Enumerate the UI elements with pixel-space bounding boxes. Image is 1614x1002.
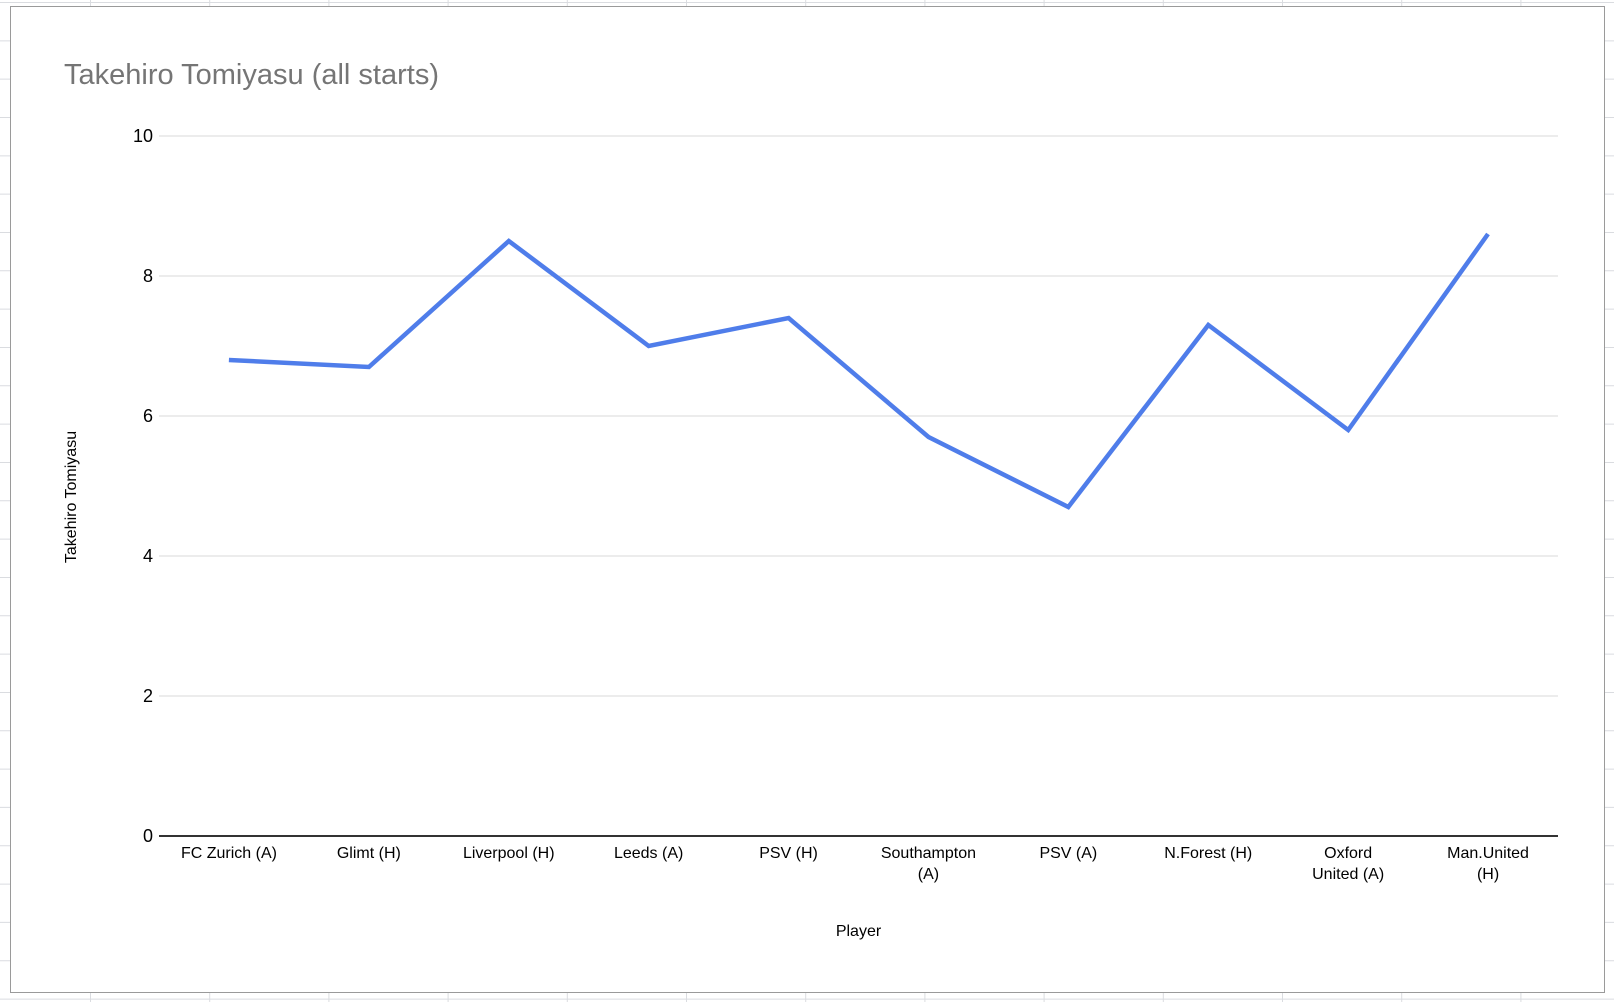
- y-tick-label: 6: [142, 406, 153, 426]
- y-axis-title: Takehiro Tomiyasu: [63, 430, 80, 564]
- y-tick-label: 0: [142, 826, 153, 846]
- chart-panel[interactable]: Takehiro Tomiyasu (all starts) Takehiro …: [10, 6, 1605, 993]
- x-category-label: Man.United (H): [1447, 845, 1529, 883]
- y-tick-label: 2: [142, 686, 153, 706]
- x-category-label: Leeds (A): [613, 845, 684, 862]
- y-tick-label: 10: [132, 126, 153, 146]
- x-category-label: PSV (H): [759, 845, 818, 862]
- x-category-label: Southampton (A): [880, 845, 977, 883]
- y-tick-label: 8: [142, 266, 153, 286]
- x-category-label: N.Forest (H): [1164, 845, 1253, 862]
- line-chart: [159, 135, 1558, 837]
- x-category-label: Oxford United (A): [1312, 845, 1385, 883]
- x-category-label: FC Zurich (A): [180, 845, 277, 862]
- x-axis-title: Player: [835, 923, 882, 940]
- chart-title: Takehiro Tomiyasu (all starts): [64, 59, 439, 91]
- series-line: [228, 232, 1490, 510]
- x-category-label: Glimt (H): [336, 845, 401, 862]
- x-category-label: Liverpool (H): [462, 845, 555, 862]
- y-tick-label: 4: [142, 546, 153, 566]
- x-category-label: PSV (A): [1039, 845, 1098, 862]
